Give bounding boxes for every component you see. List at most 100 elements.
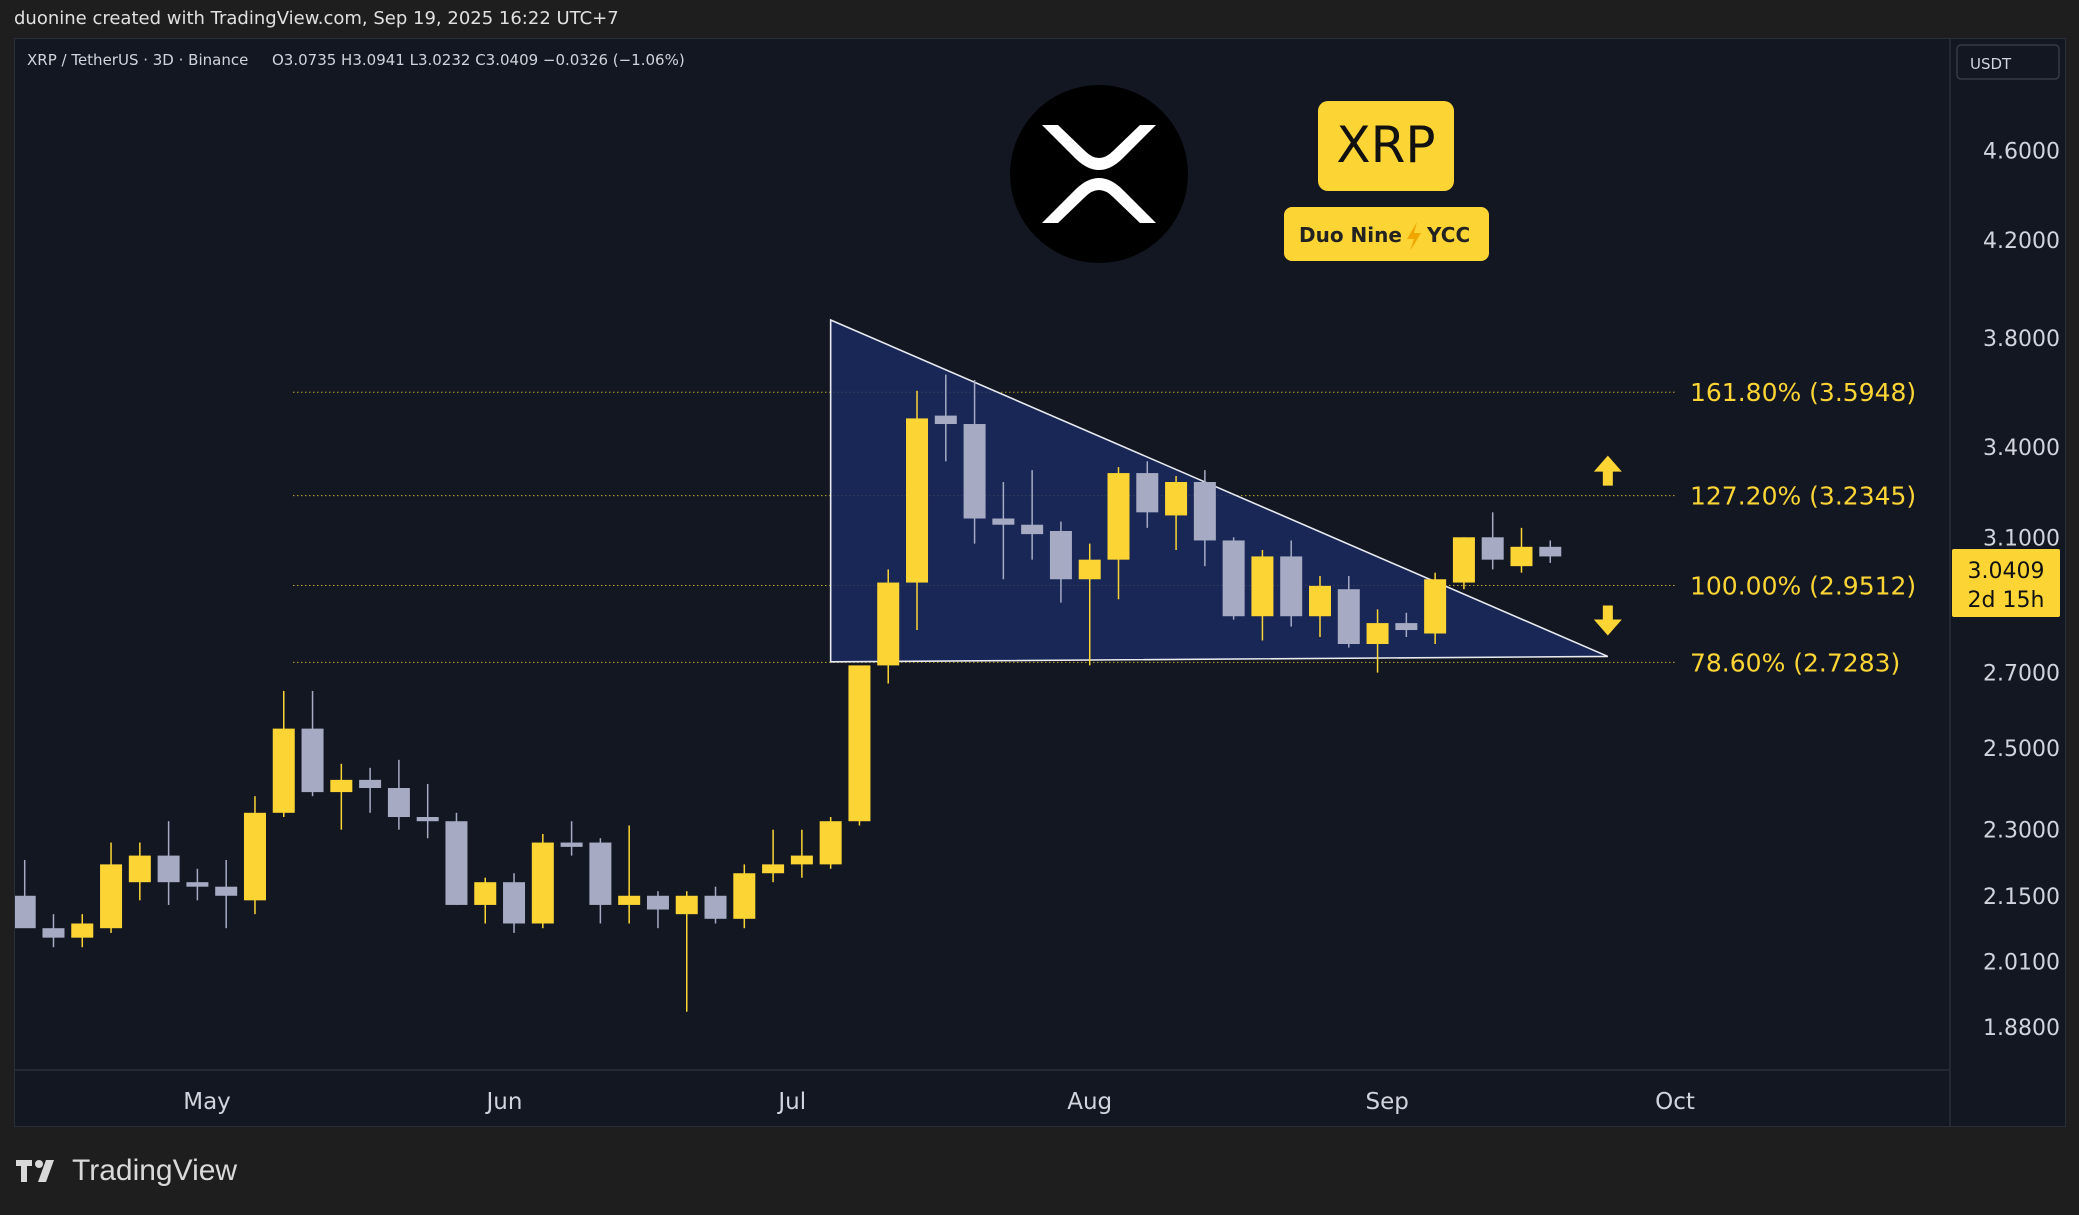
- candle[interactable]: [790, 829, 813, 878]
- candle-body: [589, 842, 612, 905]
- x-tick-label: Aug: [1067, 1089, 1112, 1115]
- currency-button[interactable]: USDT: [1956, 44, 2060, 80]
- author-team: YCC: [1426, 223, 1470, 247]
- candle[interactable]: [15, 859, 36, 929]
- candle[interactable]: [848, 665, 871, 826]
- footer-brand[interactable]: TradingView: [72, 1154, 238, 1187]
- candle[interactable]: [1337, 575, 1360, 648]
- tradingview-logo-icon[interactable]: [16, 1158, 62, 1184]
- candle[interactable]: [474, 877, 497, 924]
- candle-body: [762, 864, 785, 874]
- candle[interactable]: [1021, 470, 1044, 560]
- fib-level-label: 78.60% (2.7283): [1690, 648, 1900, 677]
- candle[interactable]: [387, 759, 410, 830]
- candle[interactable]: [1308, 575, 1331, 637]
- candle[interactable]: [503, 873, 526, 933]
- candle[interactable]: [934, 374, 957, 462]
- candle[interactable]: [330, 763, 353, 830]
- candle-body: [906, 418, 929, 583]
- candle[interactable]: [1049, 521, 1072, 603]
- candle[interactable]: [1424, 572, 1447, 645]
- candle[interactable]: [445, 812, 468, 905]
- candle-body: [1251, 556, 1274, 617]
- candle[interactable]: [186, 868, 209, 901]
- candle[interactable]: [531, 833, 554, 929]
- candle-body: [243, 812, 266, 901]
- y-tick-label: 2.0100: [1983, 951, 2060, 976]
- candle-body: [819, 821, 842, 865]
- candle-body: [186, 882, 209, 887]
- candle[interactable]: [71, 914, 94, 948]
- candle[interactable]: [272, 690, 295, 818]
- candle[interactable]: [704, 886, 727, 924]
- candle-body: [301, 728, 324, 793]
- current-price-tag: 3.0409 2d 15h: [1952, 549, 2060, 617]
- candle-body: [128, 855, 151, 883]
- author-badge: Duo Nine YCC: [1284, 207, 1489, 261]
- candle[interactable]: [1510, 527, 1533, 573]
- legend-symbol[interactable]: XRP / TetherUS · 3D · Binance: [27, 51, 248, 69]
- author-name: Duo Nine: [1299, 223, 1402, 247]
- candle[interactable]: [301, 690, 324, 797]
- candle[interactable]: [589, 838, 612, 924]
- candle[interactable]: [762, 829, 785, 883]
- y-tick-label: 4.6000: [1983, 140, 2060, 165]
- candle[interactable]: [877, 569, 900, 684]
- candle-body: [877, 582, 900, 666]
- candle[interactable]: [100, 842, 123, 933]
- descending-triangle-pattern[interactable]: [829, 318, 1609, 663]
- price-chart[interactable]: 161.80% (3.5948) 127.20% (3.2345) 100.00% …: [15, 39, 2065, 1126]
- fib-level-label: 100.00% (2.9512): [1690, 571, 1916, 600]
- candle[interactable]: [1078, 543, 1101, 666]
- candle-body: [42, 928, 65, 938]
- x-tick-label: May: [183, 1089, 231, 1115]
- candle[interactable]: [157, 821, 180, 905]
- fib-level-label: 161.80% (3.5948): [1690, 378, 1916, 407]
- candle-body: [1424, 579, 1447, 634]
- candle[interactable]: [1222, 537, 1245, 620]
- candle-body: [618, 895, 641, 905]
- candle-body: [416, 817, 439, 822]
- candle-body: [1395, 623, 1418, 631]
- candle[interactable]: [906, 390, 929, 631]
- candle[interactable]: [646, 891, 669, 929]
- candle[interactable]: [1165, 476, 1188, 551]
- y-tick-label: 3.8000: [1983, 327, 2060, 352]
- candle[interactable]: [1539, 540, 1562, 563]
- candle-body: [790, 855, 813, 865]
- candle[interactable]: [618, 825, 641, 924]
- candle[interactable]: [128, 842, 151, 901]
- candle[interactable]: [1452, 537, 1475, 590]
- candle[interactable]: [1107, 467, 1130, 600]
- candle[interactable]: [416, 783, 439, 839]
- bar-countdown: 2d 15h: [1968, 588, 2045, 613]
- candle-body: [1107, 473, 1130, 560]
- currency-label: USDT: [1970, 55, 2012, 73]
- x-ticks-layer: May Jun Jul Aug Sep Oct: [183, 1089, 1695, 1115]
- candle[interactable]: [1136, 461, 1159, 528]
- candle[interactable]: [963, 379, 986, 544]
- candle[interactable]: [675, 891, 698, 1012]
- candle[interactable]: [243, 796, 266, 915]
- y-tick-label: 2.5000: [1983, 737, 2060, 762]
- candle[interactable]: [1481, 512, 1504, 570]
- candle-body: [1481, 537, 1504, 560]
- candle[interactable]: [42, 914, 65, 948]
- candle[interactable]: [1193, 470, 1216, 567]
- legend-ohlc: O3.0735 H3.0941 L3.0232 C3.0409 −0.0326 …: [272, 51, 685, 69]
- candle[interactable]: [1395, 612, 1418, 637]
- candle[interactable]: [1366, 609, 1389, 673]
- candle-body: [992, 518, 1015, 525]
- y-tick-label: 3.4000: [1983, 436, 2060, 461]
- candle-body: [1510, 546, 1533, 567]
- candle[interactable]: [819, 817, 842, 869]
- candle[interactable]: [1280, 540, 1303, 627]
- candle-body: [1308, 585, 1331, 617]
- candle[interactable]: [359, 767, 382, 813]
- candle[interactable]: [1251, 550, 1274, 641]
- candle[interactable]: [560, 821, 583, 856]
- candle[interactable]: [733, 864, 756, 929]
- fib-labels-layer: 161.80% (3.5948) 127.20% (3.2345) 100.00% …: [1690, 378, 1916, 677]
- candle[interactable]: [992, 482, 1015, 580]
- candle[interactable]: [215, 859, 238, 929]
